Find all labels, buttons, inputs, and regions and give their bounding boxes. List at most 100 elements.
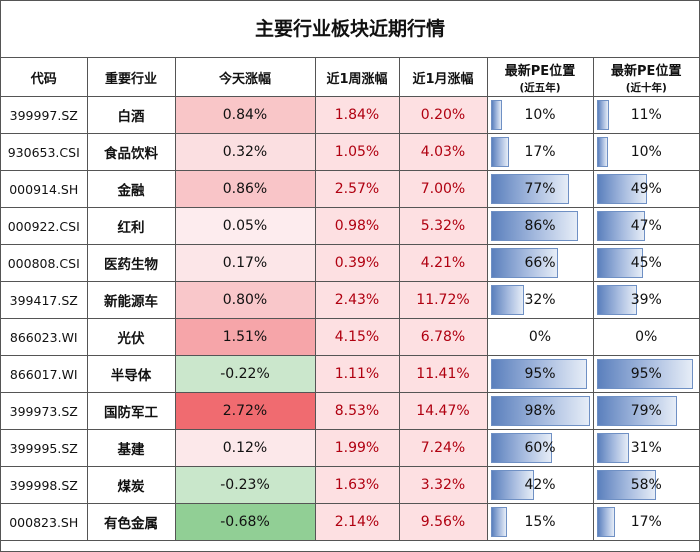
table-title: 主要行业板块近期行情 [1,1,699,58]
industry-cell: 金融 [86,170,176,208]
pe5-cell: 86% [486,207,594,245]
header-month: 近1月涨幅 [398,58,488,97]
pe5-cell: 0% [486,318,594,356]
table-row: 000823.SH 有色金属 -0.68% 2.14% 9.56% 15% 17% [1,503,699,541]
header-pe10-label: 最新PE位置 [611,63,682,79]
pe10-value: 10% [630,144,662,160]
today-change-cell: 0.12% [174,429,316,467]
pe5-value: 0% [528,329,552,345]
code-cell: 000922.CSI [1,207,88,245]
header-row: 代码 重要行业 今天涨幅 近1周涨幅 近1月涨幅 最新PE位置 (近五年) 最新… [1,58,699,97]
pe10-cell: 17% [592,503,699,541]
pe5-bar [490,174,569,204]
pe5-cell: 15% [486,503,594,541]
code-cell: 399973.SZ [1,392,88,430]
header-pe10: 最新PE位置 (近十年) [592,58,699,97]
pe5-value: 86% [524,218,556,234]
table-row: 399973.SZ 国防军工 2.72% 8.53% 14.47% 98% 79% [1,392,699,430]
today-change-cell: -0.22% [174,355,316,393]
pe5-bar [490,507,508,537]
header-code: 代码 [1,58,88,97]
pe10-value: 45% [630,255,662,271]
pe10-bar [596,507,616,537]
header-pe5: 最新PE位置 (近五年) [486,58,594,97]
pe5-value: 66% [524,255,556,271]
month-change-cell: 11.41% [398,355,488,393]
month-change-cell: 4.21% [398,244,488,282]
week-change-cell: 8.53% [314,392,400,430]
pe5-cell: 60% [486,429,594,467]
industry-cell: 白酒 [86,96,176,134]
pe5-bar [490,359,587,389]
pe5-bar [490,248,558,278]
today-change-cell: 0.84% [174,96,316,134]
table-row: 866023.WI 光伏 1.51% 4.15% 6.78% 0% 0% [1,318,699,356]
pe10-cell: 31% [592,429,699,467]
pe5-bar [490,211,578,241]
industry-cell: 煤炭 [86,466,176,504]
code-cell: 399998.SZ [1,466,88,504]
pe10-cell: 11% [592,96,699,134]
month-change-cell: 9.56% [398,503,488,541]
pe10-value: 58% [630,477,662,493]
table-row: 399995.SZ 基建 0.12% 1.99% 7.24% 60% 31% [1,429,699,467]
industry-cell: 食品饮料 [86,133,176,171]
pe5-bar [490,396,590,426]
pe10-value: 95% [630,366,662,382]
pe10-cell: 39% [592,281,699,319]
month-change-cell: 7.24% [398,429,488,467]
pe10-value: 39% [630,292,662,308]
week-change-cell: 2.43% [314,281,400,319]
table-row: 000922.CSI 红利 0.05% 0.98% 5.32% 86% 47% [1,207,699,245]
industry-cell: 基建 [86,429,176,467]
pe5-cell: 17% [486,133,594,171]
pe10-value: 47% [630,218,662,234]
week-change-cell: 2.14% [314,503,400,541]
week-change-cell: 1.63% [314,466,400,504]
industry-cell: 有色金属 [86,503,176,541]
table-row: 000808.CSI 医药生物 0.17% 0.39% 4.21% 66% 45% [1,244,699,282]
today-change-cell: 0.05% [174,207,316,245]
pe10-cell: 10% [592,133,699,171]
sector-table: 代码 重要行业 今天涨幅 近1周涨幅 近1月涨幅 最新PE位置 (近五年) 最新… [1,58,699,541]
pe10-cell: 79% [592,392,699,430]
industry-cell: 红利 [86,207,176,245]
pe5-cell: 95% [486,355,594,393]
month-change-cell: 4.03% [398,133,488,171]
pe10-cell: 47% [592,207,699,245]
pe10-bar [596,211,646,241]
pe10-value: 49% [630,181,662,197]
pe5-value: 60% [524,440,556,456]
table-row: 930653.CSI 食品饮料 0.32% 1.05% 4.03% 17% 10% [1,133,699,171]
header-pe10-sub: (近十年) [625,81,667,94]
header-pe5-sub: (近五年) [519,81,561,94]
pe5-value: 98% [524,403,556,419]
pe5-bar [490,137,510,167]
today-change-cell: 2.72% [174,392,316,430]
code-cell: 866023.WI [1,318,88,356]
month-change-cell: 6.78% [398,318,488,356]
pe5-value: 15% [524,514,556,530]
today-change-cell: -0.68% [174,503,316,541]
table-row: 000914.SH 金融 0.86% 2.57% 7.00% 77% 49% [1,170,699,208]
pe5-value: 32% [524,292,556,308]
pe10-cell: 0% [592,318,699,356]
today-change-cell: 0.86% [174,170,316,208]
code-cell: 930653.CSI [1,133,88,171]
today-change-cell: 0.17% [174,244,316,282]
code-cell: 866017.WI [1,355,88,393]
pe5-cell: 10% [486,96,594,134]
pe10-bar [596,174,648,204]
today-change-cell: 0.32% [174,133,316,171]
month-change-cell: 11.72% [398,281,488,319]
pe10-bar [596,100,610,130]
today-change-cell: 1.51% [174,318,316,356]
pe5-value: 17% [524,144,556,160]
header-industry: 重要行业 [86,58,176,97]
pe5-value: 95% [524,366,556,382]
month-change-cell: 3.32% [398,466,488,504]
month-change-cell: 14.47% [398,392,488,430]
table-row: 866017.WI 半导体 -0.22% 1.11% 11.41% 95% 95% [1,355,699,393]
pe5-cell: 66% [486,244,594,282]
